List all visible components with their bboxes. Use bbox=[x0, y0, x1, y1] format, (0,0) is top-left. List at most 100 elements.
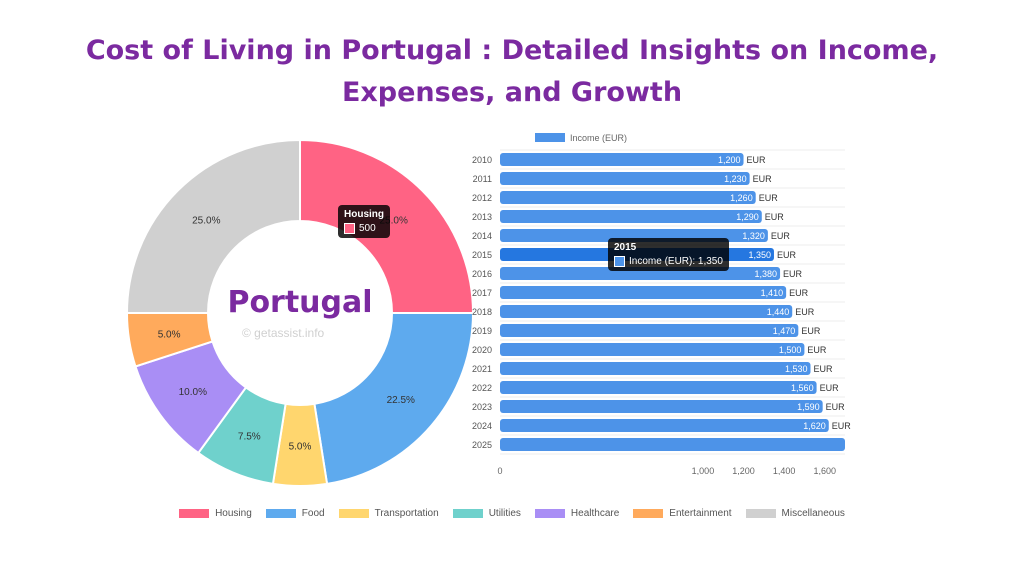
donut-legend: Housing Food Transportation Utilities Health… bbox=[0, 508, 1024, 519]
y-tick-label: 2022 bbox=[472, 383, 492, 393]
bar-2020[interactable] bbox=[500, 343, 805, 356]
legend-swatch bbox=[452, 509, 483, 518]
y-tick-label: 2021 bbox=[472, 364, 492, 374]
legend-label: Entertainment bbox=[669, 508, 732, 519]
bar-2021[interactable] bbox=[500, 362, 811, 375]
y-tick-label: 2017 bbox=[472, 288, 492, 298]
bar-2013[interactable] bbox=[500, 210, 762, 223]
donut-center-label: Portugal bbox=[227, 285, 373, 320]
legend-swatch bbox=[745, 509, 776, 518]
bar-value-label: 1,590 bbox=[797, 402, 820, 412]
bar-2022[interactable] bbox=[500, 381, 817, 394]
bar-tooltip-title: 2015 bbox=[614, 242, 637, 253]
donut-slice-label-food: 22.5% bbox=[387, 395, 415, 406]
y-tick-label: 2012 bbox=[472, 193, 492, 203]
bar-chart: Income (EUR) 0 1,000 1,200 1,400 1,600 2010 1,2… bbox=[472, 133, 851, 475]
donut-slice-label-transportation: 5.0% bbox=[289, 442, 312, 453]
bar-value-label: 1,410 bbox=[761, 288, 784, 298]
bar-value-label: 1,290 bbox=[736, 212, 759, 222]
legend-label: Healthcare bbox=[570, 508, 620, 519]
bar-unit-label: EUR bbox=[771, 231, 791, 241]
donut-slice-food[interactable] bbox=[313, 312, 475, 486]
watermark: © getassist.info bbox=[242, 326, 325, 340]
bar-unit-label: EUR bbox=[777, 250, 797, 260]
legend-item-utilities[interactable]: Utilities bbox=[452, 508, 521, 519]
bar-tooltip-text: Income (EUR): 1,350 bbox=[629, 256, 723, 267]
legend-swatch bbox=[534, 509, 565, 518]
bar-value-label: 1,470 bbox=[773, 326, 796, 336]
y-tick-label: 2024 bbox=[472, 421, 492, 431]
bar-value-label: 1,230 bbox=[724, 174, 747, 184]
legend-item-entertainment[interactable]: Entertainment bbox=[633, 508, 732, 519]
legend-swatch bbox=[338, 509, 369, 518]
bar-2018[interactable] bbox=[500, 305, 793, 318]
donut-slice-label-miscellaneous: 25.0% bbox=[192, 215, 220, 226]
legend-label: Transportation bbox=[374, 508, 439, 519]
bar-unit-label: EUR bbox=[753, 174, 773, 184]
legend-item-food[interactable]: Food bbox=[265, 508, 325, 519]
legend-swatch bbox=[179, 509, 210, 518]
legend-item-transportation[interactable]: Transportation bbox=[338, 508, 439, 519]
bar-2012[interactable] bbox=[500, 191, 756, 204]
y-tick-label: 2020 bbox=[472, 345, 492, 355]
donut-slice-label-utilities: 7.5% bbox=[238, 431, 261, 442]
y-tick-label: 2019 bbox=[472, 326, 492, 336]
bar-value-label: 1,200 bbox=[718, 155, 741, 165]
bar-2010[interactable] bbox=[500, 153, 744, 166]
legend-swatch bbox=[265, 509, 296, 518]
donut-slice-miscellaneous[interactable] bbox=[125, 138, 301, 314]
bar-value-label: 1,350 bbox=[748, 250, 771, 260]
legend-label: Food bbox=[301, 508, 325, 519]
bar-2023[interactable] bbox=[500, 400, 823, 413]
bar-unit-label: EUR bbox=[759, 193, 779, 203]
x-tick-label: 0 bbox=[497, 466, 502, 475]
donut-tooltip-value: 500 bbox=[359, 223, 376, 234]
y-tick-label: 2018 bbox=[472, 307, 492, 317]
bar-unit-label: EUR bbox=[747, 155, 767, 165]
donut-slice-label-housing: 25.0% bbox=[380, 215, 408, 226]
legend-swatch bbox=[633, 509, 664, 518]
donut-slice-label-healthcare: 10.0% bbox=[179, 387, 207, 398]
x-tick-label: 1,600 bbox=[813, 466, 836, 475]
bar-2024[interactable] bbox=[500, 419, 829, 432]
bar-unit-label: EUR bbox=[826, 402, 846, 412]
bar-2019[interactable] bbox=[500, 324, 799, 337]
legend-label: Housing bbox=[215, 508, 252, 519]
y-tick-label: 2011 bbox=[473, 174, 492, 184]
title-line-1: Cost of Living in Portugal : Detailed In… bbox=[85, 35, 939, 66]
chart-title: Cost of Living in Portugal : Detailed In… bbox=[0, 30, 1024, 114]
legend-label: Miscellaneous bbox=[781, 508, 845, 519]
bar-legend-label: Income (EUR) bbox=[570, 133, 627, 143]
bar-2025[interactable] bbox=[500, 438, 845, 451]
x-tick-label: 1,200 bbox=[732, 466, 755, 475]
donut-chart: 25.0% 22.5% 5.0% 7.5% 10.0% 5.0% 25.0% bbox=[125, 138, 475, 487]
donut-tooltip: Housing 500 bbox=[338, 205, 390, 238]
donut-hole bbox=[209, 222, 391, 404]
bar-value-label: 1,530 bbox=[785, 364, 808, 374]
donut-tooltip-title: Housing bbox=[344, 209, 384, 220]
y-tick-label: 2010 bbox=[472, 155, 492, 165]
y-tick-label: 2015 bbox=[472, 250, 492, 260]
y-tick-label: 2016 bbox=[472, 269, 492, 279]
legend-item-healthcare[interactable]: Healthcare bbox=[534, 508, 620, 519]
bar-unit-label: EUR bbox=[795, 307, 815, 317]
legend-item-miscellaneous[interactable]: Miscellaneous bbox=[745, 508, 845, 519]
x-tick-label: 1,000 bbox=[692, 466, 715, 475]
bar-value-label: 1,440 bbox=[767, 307, 790, 317]
bar-unit-label: EUR bbox=[801, 326, 821, 336]
bar-unit-label: EUR bbox=[783, 269, 803, 279]
donut-tooltip-swatch bbox=[344, 223, 355, 234]
x-tick-label: 1,400 bbox=[773, 466, 796, 475]
y-tick-label: 2013 bbox=[472, 212, 492, 222]
title-line-2: Expenses, and Growth bbox=[341, 77, 683, 108]
bar-2017[interactable] bbox=[500, 286, 787, 299]
bar-tooltip-swatch bbox=[614, 256, 625, 267]
legend-item-housing[interactable]: Housing bbox=[179, 508, 252, 519]
bar-legend-swatch bbox=[535, 133, 565, 142]
legend-label: Utilities bbox=[488, 508, 521, 519]
bar-2011[interactable] bbox=[500, 172, 750, 185]
bar-unit-label: EUR bbox=[765, 212, 785, 222]
y-tick-label: 2023 bbox=[472, 402, 492, 412]
bar-value-label: 1,380 bbox=[755, 269, 778, 279]
bar-value-label: 1,500 bbox=[779, 345, 802, 355]
